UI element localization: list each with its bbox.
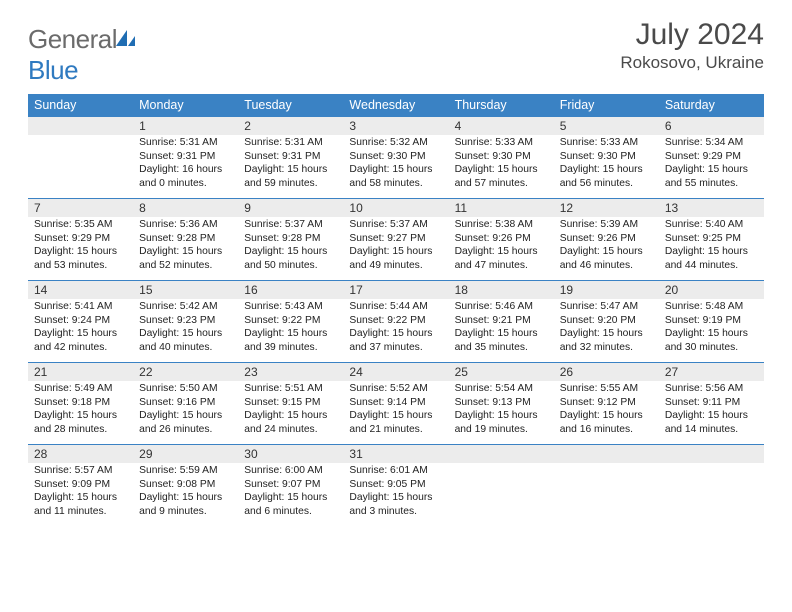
col-sunday: Sunday — [28, 94, 133, 117]
day-number: 28 — [28, 445, 133, 464]
day-details: Sunrise: 5:33 AMSunset: 9:30 PMDaylight:… — [554, 135, 659, 199]
day-details: Sunrise: 6:00 AMSunset: 9:07 PMDaylight:… — [238, 463, 343, 532]
day-number: 5 — [554, 117, 659, 136]
day-number: 27 — [659, 363, 764, 382]
day-number: 29 — [133, 445, 238, 464]
day-details: Sunrise: 5:43 AMSunset: 9:22 PMDaylight:… — [238, 299, 343, 363]
day-header-row: Sunday Monday Tuesday Wednesday Thursday… — [28, 94, 764, 117]
daynum-row: 78910111213 — [28, 199, 764, 218]
day-details: Sunrise: 6:01 AMSunset: 9:05 PMDaylight:… — [343, 463, 448, 532]
calendar-table: Sunday Monday Tuesday Wednesday Thursday… — [28, 94, 764, 532]
day-number: 10 — [343, 199, 448, 218]
day-details: Sunrise: 5:31 AMSunset: 9:31 PMDaylight:… — [238, 135, 343, 199]
day-number: 22 — [133, 363, 238, 382]
logo-part2: Blue — [28, 55, 78, 85]
day-details: Sunrise: 5:59 AMSunset: 9:08 PMDaylight:… — [133, 463, 238, 532]
col-wednesday: Wednesday — [343, 94, 448, 117]
day-details: Sunrise: 5:47 AMSunset: 9:20 PMDaylight:… — [554, 299, 659, 363]
day-number: 16 — [238, 281, 343, 300]
detail-row: Sunrise: 5:31 AMSunset: 9:31 PMDaylight:… — [28, 135, 764, 199]
day-details: Sunrise: 5:49 AMSunset: 9:18 PMDaylight:… — [28, 381, 133, 445]
day-number: 6 — [659, 117, 764, 136]
day-number: 31 — [343, 445, 448, 464]
daynum-row: 28293031 — [28, 445, 764, 464]
day-number: 18 — [449, 281, 554, 300]
day-details: Sunrise: 5:46 AMSunset: 9:21 PMDaylight:… — [449, 299, 554, 363]
detail-row: Sunrise: 5:49 AMSunset: 9:18 PMDaylight:… — [28, 381, 764, 445]
day-details: Sunrise: 5:41 AMSunset: 9:24 PMDaylight:… — [28, 299, 133, 363]
day-number: 20 — [659, 281, 764, 300]
day-number: 14 — [28, 281, 133, 300]
col-thursday: Thursday — [449, 94, 554, 117]
day-number: 13 — [659, 199, 764, 218]
day-details: Sunrise: 5:54 AMSunset: 9:13 PMDaylight:… — [449, 381, 554, 445]
detail-row: Sunrise: 5:41 AMSunset: 9:24 PMDaylight:… — [28, 299, 764, 363]
logo-sail-icon — [115, 24, 137, 55]
day-number: 19 — [554, 281, 659, 300]
logo: GeneralBlue — [28, 18, 137, 86]
day-details — [659, 463, 764, 532]
day-details: Sunrise: 5:37 AMSunset: 9:27 PMDaylight:… — [343, 217, 448, 281]
day-details: Sunrise: 5:40 AMSunset: 9:25 PMDaylight:… — [659, 217, 764, 281]
day-details: Sunrise: 5:31 AMSunset: 9:31 PMDaylight:… — [133, 135, 238, 199]
day-details: Sunrise: 5:51 AMSunset: 9:15 PMDaylight:… — [238, 381, 343, 445]
day-details — [449, 463, 554, 532]
day-details — [28, 135, 133, 199]
day-details: Sunrise: 5:50 AMSunset: 9:16 PMDaylight:… — [133, 381, 238, 445]
header: GeneralBlue July 2024 Rokosovo, Ukraine — [28, 18, 764, 86]
day-number — [659, 445, 764, 464]
day-number: 26 — [554, 363, 659, 382]
day-details: Sunrise: 5:55 AMSunset: 9:12 PMDaylight:… — [554, 381, 659, 445]
day-details: Sunrise: 5:44 AMSunset: 9:22 PMDaylight:… — [343, 299, 448, 363]
logo-text: GeneralBlue — [28, 24, 137, 86]
day-number: 25 — [449, 363, 554, 382]
day-details — [554, 463, 659, 532]
day-number: 24 — [343, 363, 448, 382]
col-saturday: Saturday — [659, 94, 764, 117]
day-details: Sunrise: 5:37 AMSunset: 9:28 PMDaylight:… — [238, 217, 343, 281]
day-number: 11 — [449, 199, 554, 218]
day-details: Sunrise: 5:39 AMSunset: 9:26 PMDaylight:… — [554, 217, 659, 281]
day-number: 30 — [238, 445, 343, 464]
day-number: 3 — [343, 117, 448, 136]
day-number: 21 — [28, 363, 133, 382]
day-number: 17 — [343, 281, 448, 300]
day-number: 15 — [133, 281, 238, 300]
day-number: 23 — [238, 363, 343, 382]
logo-part1: General — [28, 24, 117, 54]
daynum-row: 14151617181920 — [28, 281, 764, 300]
day-number — [28, 117, 133, 136]
month-title: July 2024 — [620, 18, 764, 51]
day-number: 8 — [133, 199, 238, 218]
day-number — [554, 445, 659, 464]
day-details: Sunrise: 5:56 AMSunset: 9:11 PMDaylight:… — [659, 381, 764, 445]
daynum-row: 21222324252627 — [28, 363, 764, 382]
title-block: July 2024 Rokosovo, Ukraine — [620, 18, 764, 73]
daynum-row: 123456 — [28, 117, 764, 136]
day-details: Sunrise: 5:34 AMSunset: 9:29 PMDaylight:… — [659, 135, 764, 199]
day-details: Sunrise: 5:52 AMSunset: 9:14 PMDaylight:… — [343, 381, 448, 445]
location: Rokosovo, Ukraine — [620, 53, 764, 73]
day-details: Sunrise: 5:36 AMSunset: 9:28 PMDaylight:… — [133, 217, 238, 281]
day-details: Sunrise: 5:35 AMSunset: 9:29 PMDaylight:… — [28, 217, 133, 281]
day-number: 12 — [554, 199, 659, 218]
day-number: 4 — [449, 117, 554, 136]
day-details: Sunrise: 5:33 AMSunset: 9:30 PMDaylight:… — [449, 135, 554, 199]
detail-row: Sunrise: 5:35 AMSunset: 9:29 PMDaylight:… — [28, 217, 764, 281]
day-number — [449, 445, 554, 464]
day-details: Sunrise: 5:32 AMSunset: 9:30 PMDaylight:… — [343, 135, 448, 199]
day-details: Sunrise: 5:57 AMSunset: 9:09 PMDaylight:… — [28, 463, 133, 532]
day-details: Sunrise: 5:38 AMSunset: 9:26 PMDaylight:… — [449, 217, 554, 281]
day-number: 2 — [238, 117, 343, 136]
day-number: 9 — [238, 199, 343, 218]
calendar-body: 123456Sunrise: 5:31 AMSunset: 9:31 PMDay… — [28, 117, 764, 533]
day-details: Sunrise: 5:42 AMSunset: 9:23 PMDaylight:… — [133, 299, 238, 363]
col-monday: Monday — [133, 94, 238, 117]
col-tuesday: Tuesday — [238, 94, 343, 117]
day-details: Sunrise: 5:48 AMSunset: 9:19 PMDaylight:… — [659, 299, 764, 363]
day-number: 7 — [28, 199, 133, 218]
day-number: 1 — [133, 117, 238, 136]
col-friday: Friday — [554, 94, 659, 117]
detail-row: Sunrise: 5:57 AMSunset: 9:09 PMDaylight:… — [28, 463, 764, 532]
